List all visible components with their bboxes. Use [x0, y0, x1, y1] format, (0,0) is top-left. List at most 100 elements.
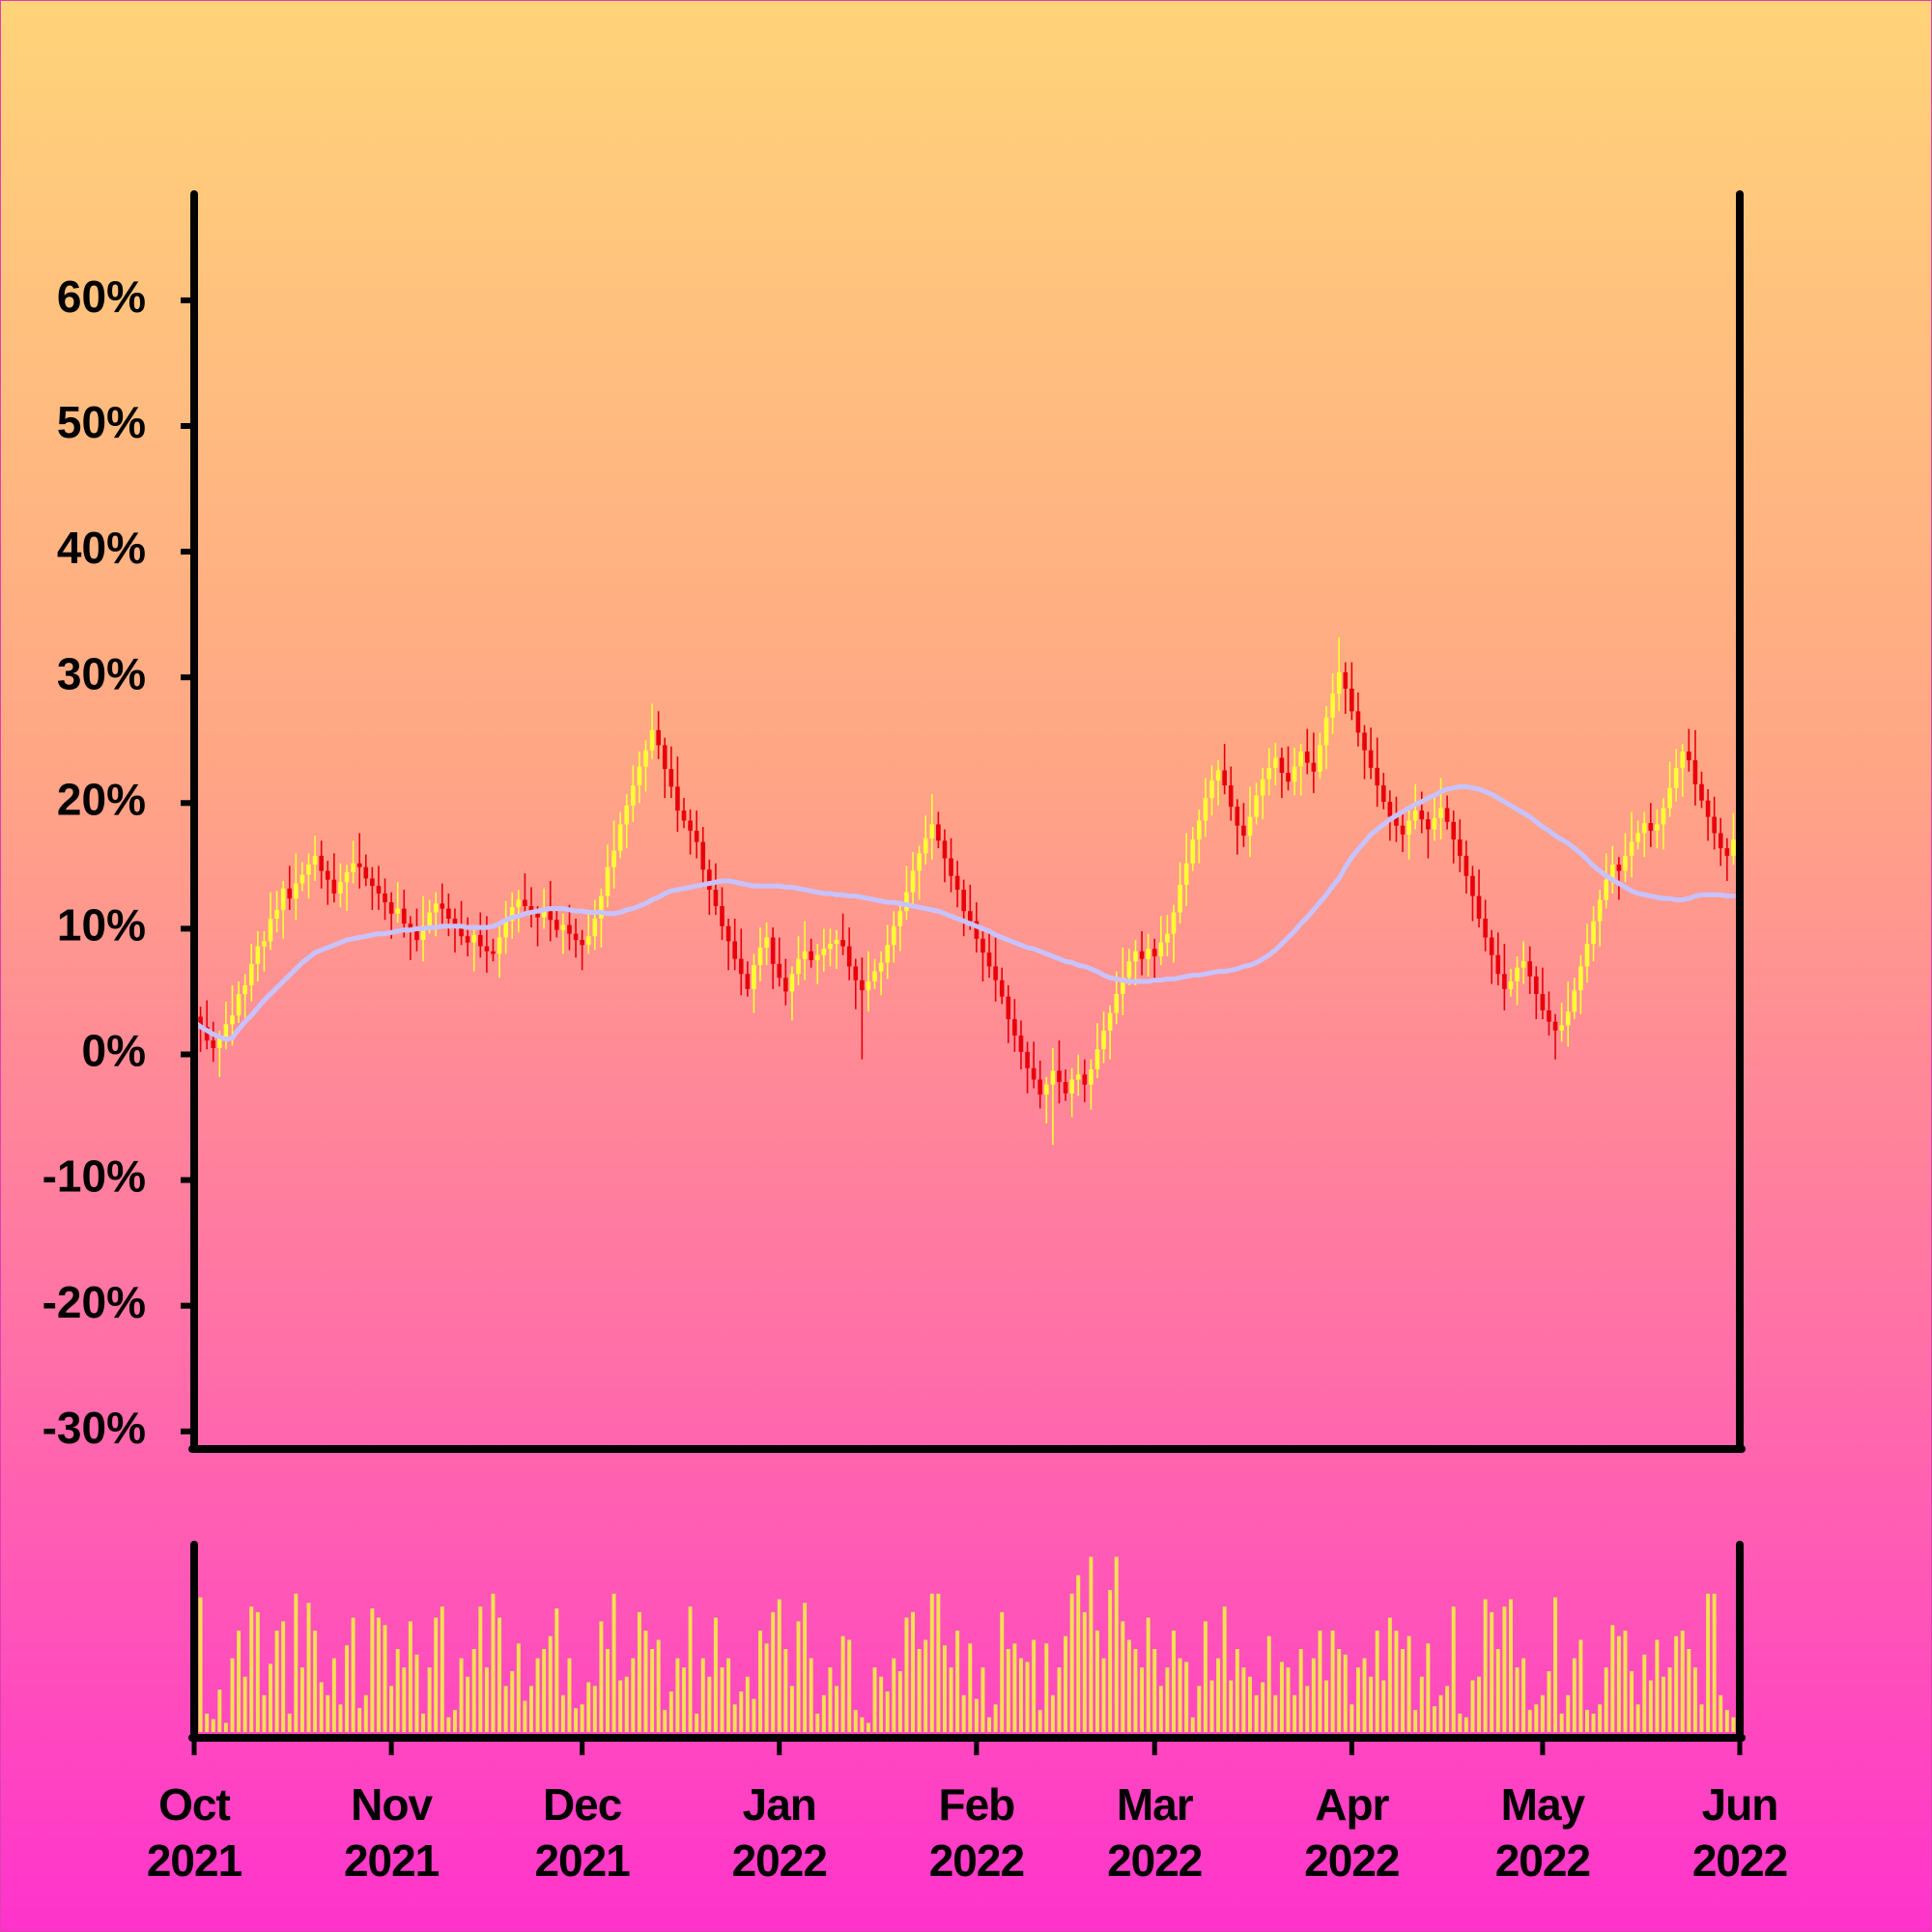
volume-bar [274, 1630, 279, 1732]
candle-body [1470, 875, 1475, 896]
volume-bar [1012, 1643, 1017, 1732]
volume-bar [1343, 1654, 1348, 1732]
volume-bar [1495, 1649, 1500, 1732]
volume-bar [1266, 1635, 1271, 1732]
volume-bar [1235, 1649, 1239, 1732]
volume-bar [923, 1639, 928, 1732]
volume-bar [796, 1621, 801, 1732]
candle-body [789, 974, 795, 992]
candle-body [1254, 795, 1259, 817]
candle-body [961, 890, 967, 912]
volume-bar [675, 1658, 680, 1732]
volume-bar [745, 1676, 750, 1732]
candle-body [611, 850, 616, 867]
candle-body [509, 907, 515, 922]
volume-bar [1527, 1710, 1532, 1732]
y-tick-label: 50% [57, 397, 146, 447]
candle-body [1063, 1082, 1068, 1094]
volume-bar [1178, 1658, 1182, 1732]
volume-bar [668, 1690, 673, 1732]
volume-bar [707, 1676, 712, 1732]
candle-body [834, 940, 839, 944]
candle-body [631, 785, 636, 806]
volume-bar [771, 1611, 776, 1732]
volume-bar [1559, 1713, 1564, 1732]
candle-body [949, 858, 953, 876]
candle-body [548, 911, 554, 921]
candle-body [732, 941, 737, 959]
volume-bar [306, 1603, 311, 1732]
candle-body [745, 974, 751, 989]
candle-body [1336, 671, 1342, 695]
candle-body [420, 925, 426, 941]
volume-bar [1044, 1643, 1049, 1732]
volume-bar [528, 1686, 533, 1732]
candle-body [1692, 760, 1698, 784]
volume-bar [739, 1690, 744, 1732]
candle-body [605, 867, 611, 896]
candle-body [1540, 994, 1546, 1010]
candle-body [516, 899, 522, 908]
volume-bar [1515, 1667, 1520, 1732]
volume-bar [1311, 1658, 1316, 1732]
candle-body [1279, 757, 1285, 774]
candle-body [1547, 1009, 1551, 1022]
candle-body [1483, 918, 1488, 938]
volume-bar [1165, 1667, 1170, 1732]
candle-body [198, 1016, 203, 1027]
candle-body [1655, 824, 1660, 831]
volume-bar [949, 1667, 953, 1732]
candle-body [814, 954, 820, 960]
candle-body [1318, 745, 1322, 772]
candle-body [974, 921, 980, 939]
candle-body [1075, 1074, 1081, 1080]
volume-bar [758, 1630, 762, 1732]
volume-bar [1133, 1649, 1138, 1732]
candle-body [1463, 855, 1469, 876]
candle-body [1183, 863, 1189, 885]
volume-bar [611, 1593, 616, 1732]
volume-bar [1355, 1667, 1360, 1732]
volume-bar [478, 1606, 483, 1732]
volume-bar [955, 1630, 960, 1732]
volume-bar [1037, 1710, 1042, 1732]
volume-bar [1146, 1617, 1151, 1732]
volume-bar [700, 1658, 705, 1732]
candle-body [866, 981, 871, 991]
volume-bar [383, 1625, 387, 1732]
volume-bar [1394, 1630, 1399, 1732]
candle-body [383, 893, 387, 903]
volume-bar [1337, 1649, 1342, 1732]
volume-bar [567, 1658, 572, 1732]
volume-bar [287, 1713, 292, 1732]
volume-bar [414, 1654, 419, 1732]
candle-body [1457, 839, 1463, 856]
volume-bar [255, 1611, 260, 1732]
candle-body [1724, 848, 1730, 856]
volume-bar [1369, 1676, 1374, 1732]
candle-body [999, 980, 1005, 997]
volume-bars [192, 1556, 1736, 1732]
candle-body [1126, 961, 1132, 979]
volume-bar [1648, 1680, 1653, 1732]
candle-body [757, 947, 763, 966]
candle-body [560, 924, 566, 930]
volume-bar [885, 1690, 890, 1732]
candle-body [440, 903, 445, 909]
volume-bar [1330, 1630, 1335, 1732]
candle-body [885, 945, 890, 963]
candle-body [268, 918, 273, 942]
candle-body [414, 930, 419, 941]
volume-bar [1610, 1625, 1615, 1732]
volume-bar [789, 1686, 794, 1732]
candle-body [363, 867, 369, 879]
volume-bar [395, 1649, 400, 1732]
volume-bar [1298, 1649, 1303, 1732]
volume-bar [1419, 1676, 1424, 1732]
volume-bar [421, 1713, 426, 1732]
volume-bar [1432, 1706, 1436, 1732]
candle-body [1178, 884, 1182, 913]
volume-bar [408, 1621, 412, 1732]
x-tick-label: May 2022 [1494, 1779, 1591, 1886]
